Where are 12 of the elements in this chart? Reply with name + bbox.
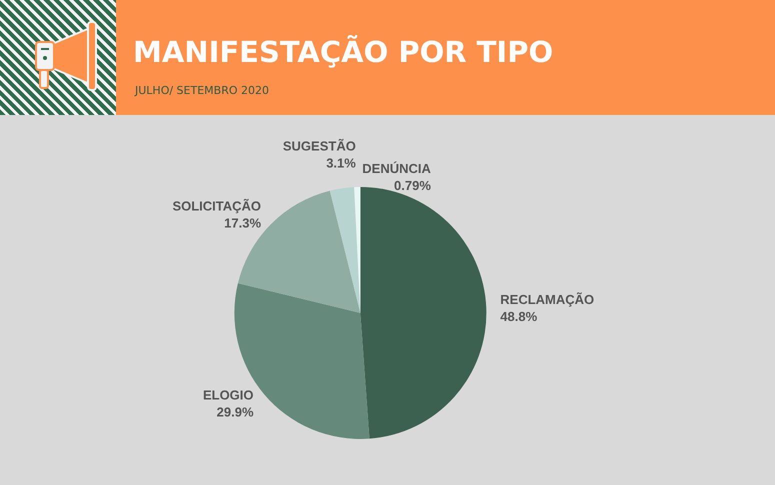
slice-label: RECLAMAÇÃO [500,292,594,307]
data-label: 3.1% [326,155,356,170]
data-label: 17.3% [224,215,262,230]
slice-label: SUGESTÃO [282,138,356,154]
chart-title: MANIFESTAÇÃO POR TIPO [133,35,554,69]
chart-subtitle: JULHO/ SETEMBRO 2020 [135,84,269,97]
data-label: 29.9% [216,404,254,420]
data-label: 0.79% [394,178,432,193]
slice-label: ELOGIO [202,387,254,402]
data-label: 48.8% [500,308,538,324]
slice-label: DENÚNCIA [362,160,432,176]
slice-label: SOLICITAÇÃO [172,198,262,214]
